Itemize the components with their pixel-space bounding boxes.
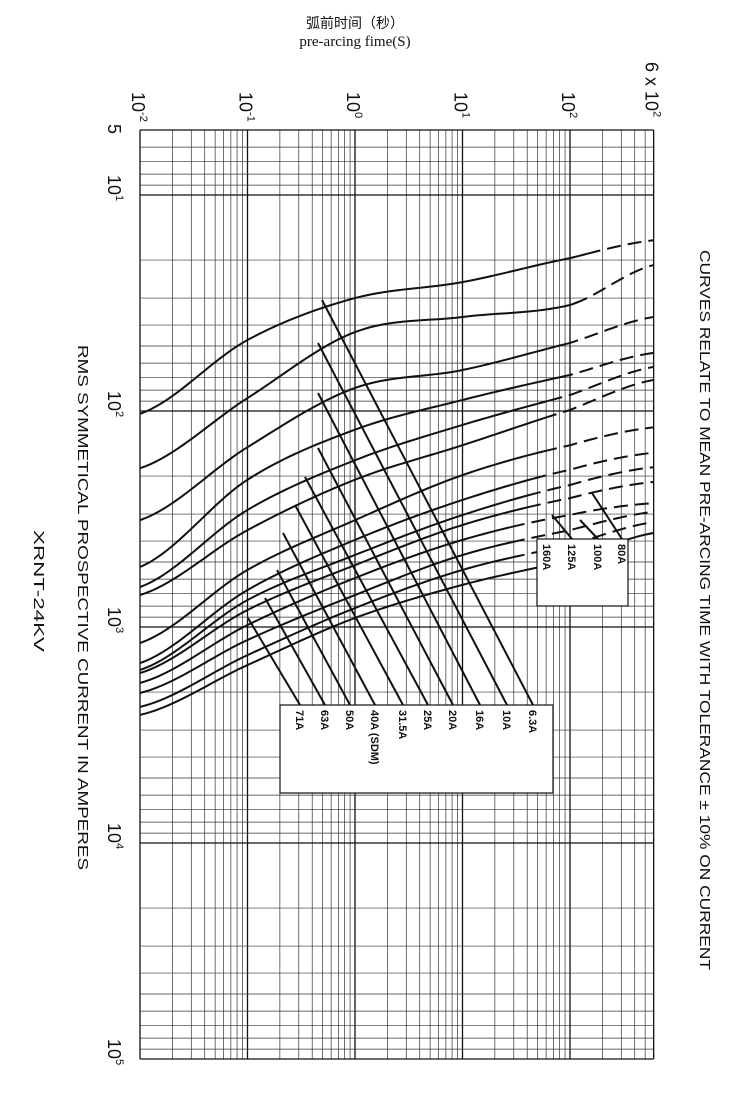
series-label: 25A <box>421 710 433 730</box>
series-label: 71A <box>293 710 305 730</box>
tick-label: 103 <box>104 607 125 633</box>
series-labels: 6.3A 10A 16A 20A 25A 31.5A 40A (SDM) 50A 63A 71A 8… <box>293 544 627 765</box>
tick-label: 100 <box>343 92 364 118</box>
tick-base: 10 <box>558 92 578 112</box>
leader-line <box>294 504 404 706</box>
curve-31.5a <box>139 417 544 596</box>
tick-base: 10 <box>343 92 363 112</box>
series-label: 50A <box>343 710 355 730</box>
curve-dashed-63a <box>526 466 654 497</box>
title-en: pre-arcing fime(S) <box>299 34 410 50</box>
tick-exponent: 5 <box>113 1059 125 1065</box>
tick-exponent: -2 <box>137 112 149 122</box>
label-box-main <box>279 704 554 794</box>
tick-base: 10 <box>104 607 124 627</box>
series-label: 20A <box>446 710 458 730</box>
title-cn: 弧前时间（秒） <box>306 15 404 32</box>
tick-base: 5 <box>104 124 124 134</box>
tick-label: 105 <box>104 1039 125 1065</box>
series-label: 63A <box>318 710 330 730</box>
tick-label: 104 <box>104 823 125 849</box>
leader-line <box>282 532 376 706</box>
tick-exponent: 1 <box>113 195 125 201</box>
tick-label: 6 x 102 <box>642 62 663 117</box>
series-label: 80A <box>615 544 627 564</box>
tick-base: 10 <box>451 92 471 112</box>
curve-dashed-20a <box>559 351 654 379</box>
curve-10a <box>139 301 579 470</box>
curve-25a <box>139 399 549 588</box>
tick-exponent: 2 <box>113 411 125 417</box>
series-label: 31.5A <box>396 710 408 739</box>
tick-label: 102 <box>104 391 125 417</box>
tick-exponent: 4 <box>113 843 125 849</box>
note-text: CURVES RELATE TO MEAN PRE-ARCING TIME WI… <box>696 250 712 970</box>
tick-label: 101 <box>104 175 125 201</box>
series-label: 16A <box>473 710 485 730</box>
curve-71a <box>139 506 528 674</box>
tick-exponent: 3 <box>113 627 125 633</box>
tick-base: 10 <box>236 92 256 112</box>
tick-exponent: 2 <box>567 112 579 118</box>
tick-exponent: 2 <box>651 111 663 117</box>
leader-line <box>321 299 534 706</box>
model-label: XRNT-24KV <box>30 530 47 652</box>
tick-base: 10 <box>104 391 124 411</box>
curve-125a <box>139 556 512 708</box>
tick-base: 10 <box>128 92 148 112</box>
curve-dashed-6.3a <box>586 239 654 255</box>
tick-label: 101 <box>451 92 472 118</box>
curves <box>139 239 654 716</box>
curve-dashed-160a <box>649 532 654 535</box>
curve-16a <box>139 343 565 522</box>
tick-exponent: -1 <box>245 112 257 122</box>
tick-label: 5 <box>104 124 124 134</box>
curve-40asdm <box>139 450 544 644</box>
tick-exponent: 1 <box>460 112 472 118</box>
curve-63a <box>139 494 528 671</box>
curve-20a <box>139 376 560 568</box>
curve-50a <box>139 477 533 665</box>
series-label: 10A <box>500 710 512 730</box>
curve-dashed-71a <box>526 480 654 509</box>
tick-label: 102 <box>558 92 579 118</box>
tick-base: 10 <box>104 1039 124 1059</box>
label-box-high <box>536 538 629 607</box>
curve-dashed-80a <box>510 502 654 529</box>
series-label: 125A <box>565 544 577 570</box>
series-label: 40A (SDM) <box>368 710 380 765</box>
tick-base: 6 x 10 <box>642 62 662 111</box>
tick-base: 10 <box>104 175 124 195</box>
curve-dashed-10a <box>573 264 654 305</box>
leader-line <box>264 597 326 706</box>
leader-line <box>247 617 301 706</box>
current-axis-label: RMS SYMMETICAL PROSPECTIVE CURRENT IN AM… <box>74 345 91 870</box>
tick-exponent: 0 <box>352 112 364 118</box>
curve-dashed-50a <box>532 451 654 480</box>
curve-6.3a <box>139 252 587 415</box>
series-label: 6.3A <box>526 710 538 733</box>
curve-dashed-40asdm <box>542 426 654 453</box>
curve-dashed-31.5a <box>542 378 654 420</box>
series-label: 100A <box>591 544 603 570</box>
tick-base: 10 <box>104 823 124 843</box>
leader-line <box>276 569 351 706</box>
leader-line <box>317 342 508 706</box>
curve-dashed-100a <box>510 510 654 544</box>
series-label: 160A <box>540 544 552 570</box>
tick-label: 10-2 <box>128 92 149 122</box>
tick-label: 10-1 <box>236 92 257 122</box>
leader-line <box>317 447 454 706</box>
curve-100a <box>139 541 512 694</box>
curve-dashed-16a <box>564 316 654 346</box>
leader-line <box>579 519 599 540</box>
leader-lines <box>247 299 623 706</box>
leader-line <box>304 476 429 706</box>
leader-line <box>551 514 573 540</box>
leader-line <box>317 392 481 706</box>
leader-line <box>591 492 623 540</box>
curve-dashed-25a <box>548 365 654 402</box>
